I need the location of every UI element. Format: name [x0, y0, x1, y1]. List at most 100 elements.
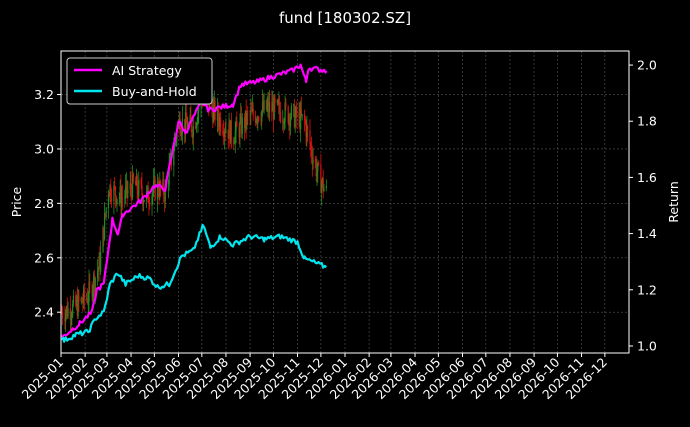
candle-body — [219, 117, 222, 131]
candle-body — [230, 120, 232, 141]
candle-body — [192, 126, 194, 138]
candle-body — [310, 146, 313, 157]
candle-body — [64, 318, 66, 322]
candle-body — [316, 171, 318, 177]
candle-body — [61, 312, 64, 319]
candle-body — [164, 186, 166, 202]
candle-body — [191, 132, 194, 138]
candle-body — [179, 118, 181, 135]
candle-body — [233, 143, 236, 145]
candle-body — [195, 126, 197, 129]
candle-body — [162, 179, 164, 188]
candle-body — [310, 144, 312, 147]
candle-body — [251, 108, 254, 112]
candle-body — [271, 102, 273, 112]
y-left-tick-label: 2.6 — [34, 250, 54, 265]
candle-body — [184, 118, 186, 133]
candle-body — [71, 315, 73, 318]
candle-body — [268, 101, 270, 112]
candle-body — [126, 180, 128, 194]
y-right-tick-label: 1.4 — [637, 226, 657, 241]
candle-body — [277, 100, 279, 104]
candle-body — [299, 112, 301, 130]
candle-body — [120, 186, 122, 207]
candle-body — [86, 298, 89, 303]
candle-body — [223, 133, 225, 137]
candle-body — [181, 132, 183, 135]
candle-body — [294, 115, 296, 128]
candle-body — [305, 123, 307, 138]
candle-body — [89, 282, 91, 286]
candle-body — [293, 104, 295, 106]
candle-body — [268, 102, 271, 112]
candle-body — [61, 312, 63, 313]
candle-body — [142, 201, 145, 205]
candle-body — [152, 191, 154, 196]
series-ai-strategy-line — [60, 63, 328, 338]
candle-body — [143, 200, 145, 202]
candle-body — [116, 198, 118, 204]
candle-body — [131, 189, 133, 198]
candle-body — [287, 106, 289, 123]
candle-body — [102, 227, 104, 253]
y-right-tick-label: 1.2 — [637, 282, 657, 297]
candle-body — [267, 101, 269, 106]
candle-body — [132, 174, 134, 181]
candle-body — [325, 185, 327, 188]
candle-body — [321, 178, 324, 184]
candle-body — [260, 120, 262, 122]
candle-body — [93, 274, 96, 291]
candle-body — [75, 299, 78, 306]
candle-body — [296, 107, 298, 118]
candle-body — [314, 159, 317, 163]
candle-body — [218, 120, 220, 128]
y-left-axis-label: Price — [9, 186, 24, 217]
candle-body — [225, 129, 227, 133]
candle-body — [241, 117, 243, 134]
candle-body — [83, 288, 85, 300]
candle-body — [75, 295, 77, 306]
candle-body — [81, 298, 83, 303]
candle-body — [235, 120, 237, 132]
candle-body — [186, 122, 188, 130]
candle-body — [82, 288, 85, 303]
candle-body — [118, 197, 120, 199]
candle-body — [238, 126, 240, 138]
candle-body — [222, 130, 224, 134]
series-lines — [60, 63, 328, 343]
candle-body — [94, 277, 96, 291]
candle-body — [137, 190, 139, 196]
candle-body — [304, 119, 306, 124]
candle-body — [149, 204, 151, 206]
candlesticks — [61, 85, 327, 334]
candle-body — [78, 295, 80, 302]
candle-body — [185, 112, 187, 123]
candle-body — [239, 121, 241, 138]
candle-body — [104, 213, 106, 215]
candle-body — [279, 111, 282, 122]
candle-body — [266, 105, 268, 110]
candle-body — [233, 140, 235, 144]
candle-body — [109, 185, 111, 197]
candle-body — [315, 162, 317, 177]
candle-body — [309, 130, 311, 145]
candle-body — [127, 189, 129, 194]
chart-title: fund [180302.SZ] — [279, 9, 411, 27]
candle-body — [312, 159, 314, 165]
candle-body — [180, 134, 182, 136]
candle-body — [307, 126, 309, 131]
y-right-tick-label: 1.8 — [637, 114, 657, 129]
y-right-tick-label: 1.6 — [637, 170, 657, 185]
candle-body — [82, 302, 84, 304]
candle-body — [156, 181, 159, 200]
candle-body — [98, 255, 100, 269]
candle-body — [224, 131, 226, 133]
candle-body — [289, 118, 292, 127]
candle-body — [293, 104, 296, 128]
candle-body — [265, 100, 268, 110]
candle-body — [219, 117, 221, 128]
candle-body — [173, 150, 175, 166]
candle-body — [88, 282, 90, 302]
y-left-axis-ticks: 2.4 2.6 2.8 3.0 3.2 — [34, 87, 61, 320]
